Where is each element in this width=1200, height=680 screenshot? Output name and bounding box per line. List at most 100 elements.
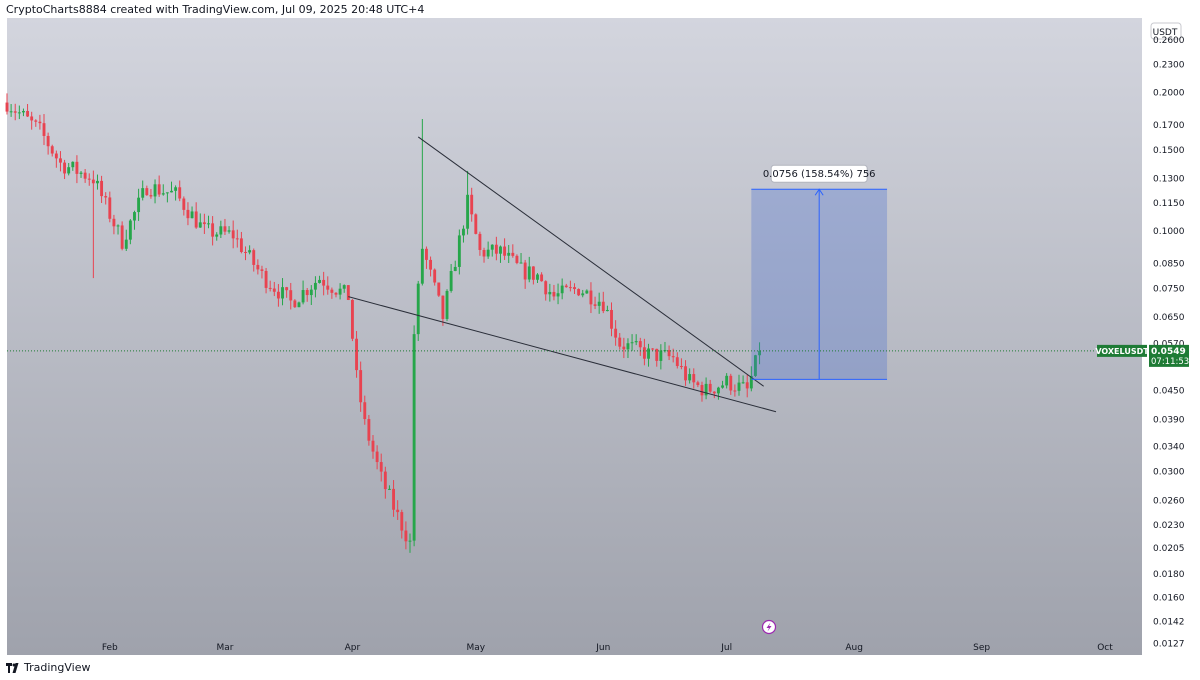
price-tick-label: 0.0850 xyxy=(1153,259,1185,269)
candle xyxy=(638,337,642,356)
candle xyxy=(264,267,268,294)
candle xyxy=(338,283,342,300)
candle xyxy=(437,282,441,297)
candle xyxy=(392,480,395,517)
candle xyxy=(659,344,663,370)
candle xyxy=(383,466,387,499)
candle xyxy=(22,108,25,117)
candle xyxy=(326,276,330,295)
candle xyxy=(416,280,420,342)
candle xyxy=(309,285,313,305)
candle xyxy=(655,348,659,367)
candle xyxy=(515,254,519,265)
candle xyxy=(367,414,371,446)
candle xyxy=(79,170,83,178)
candle xyxy=(285,286,289,298)
candle xyxy=(346,285,350,301)
candle xyxy=(503,238,507,260)
candle xyxy=(470,187,474,222)
candle xyxy=(696,380,700,388)
candle xyxy=(141,180,145,201)
candle xyxy=(560,278,564,300)
candle xyxy=(511,244,515,258)
upper-trendline[interactable] xyxy=(417,136,764,387)
lightning-icon[interactable] xyxy=(761,619,777,635)
candle xyxy=(507,244,511,263)
candle xyxy=(556,283,560,305)
candle xyxy=(231,220,235,249)
candle xyxy=(104,192,108,205)
price-tick-label: 0.0390 xyxy=(1153,415,1185,425)
price-tick-label: 0.0750 xyxy=(1153,284,1185,294)
candle xyxy=(536,273,539,284)
candle xyxy=(457,229,461,275)
candle xyxy=(601,291,605,314)
price-tick-label: 0.1150 xyxy=(1153,199,1185,209)
price-tick-label: 0.0260 xyxy=(1153,496,1185,506)
candle xyxy=(244,246,247,261)
svg-text:VOXELUSDT: VOXELUSDT xyxy=(1095,347,1149,356)
candle xyxy=(758,342,761,365)
time-tick-label: Jul xyxy=(720,643,732,653)
candle xyxy=(494,236,498,261)
candle xyxy=(281,278,284,306)
candle xyxy=(207,215,210,229)
candle xyxy=(289,282,293,310)
candle xyxy=(5,93,9,115)
candle xyxy=(449,264,453,293)
candle xyxy=(100,175,104,203)
candle xyxy=(202,213,206,234)
price-tick-label: 0.1000 xyxy=(1153,227,1185,237)
candle xyxy=(157,175,161,197)
price-tick-label: 0.0127 xyxy=(1153,640,1185,650)
candle xyxy=(420,119,424,286)
currency-label[interactable]: USDT xyxy=(1153,28,1178,38)
candle xyxy=(605,305,609,312)
candle xyxy=(708,379,712,393)
price-tick-label: 0.0180 xyxy=(1153,570,1185,580)
candle xyxy=(120,221,124,251)
candle xyxy=(215,232,219,241)
candle xyxy=(293,299,297,308)
candle xyxy=(523,259,527,289)
candle xyxy=(355,330,358,378)
candle xyxy=(462,225,465,243)
candle xyxy=(318,275,321,284)
candle xyxy=(552,284,556,301)
plot-area[interactable] xyxy=(7,18,1142,655)
candle xyxy=(729,373,733,395)
candle xyxy=(108,191,112,223)
price-tick-label: 0.0450 xyxy=(1153,387,1185,397)
candle xyxy=(227,226,231,234)
candle xyxy=(182,196,186,216)
candle xyxy=(350,299,354,342)
lower-trendline[interactable] xyxy=(348,296,777,413)
candle xyxy=(745,374,749,398)
price-tick-label: 0.1500 xyxy=(1153,146,1185,156)
price-tick-label: 0.0230 xyxy=(1153,521,1185,531)
candle xyxy=(581,289,585,298)
price-tick-label: 0.0340 xyxy=(1153,443,1185,453)
candle xyxy=(38,114,42,130)
candle xyxy=(313,276,317,298)
candle xyxy=(577,288,581,297)
candle xyxy=(128,219,132,245)
candle xyxy=(334,292,338,298)
price-tick-label: 0.0160 xyxy=(1153,593,1185,603)
candle xyxy=(137,188,141,221)
symbol-badge: VOXELUSDT xyxy=(1095,344,1149,357)
candle xyxy=(725,373,729,389)
candle xyxy=(754,354,757,377)
candle xyxy=(67,162,71,176)
candle xyxy=(482,247,486,263)
price-axis[interactable] xyxy=(1142,18,1194,655)
candle xyxy=(330,287,334,299)
candle xyxy=(149,188,153,199)
candle xyxy=(83,169,87,183)
tradingview-footer: TradingView xyxy=(6,661,90,674)
candle xyxy=(17,105,21,120)
candle xyxy=(453,260,457,272)
candle xyxy=(733,384,737,397)
